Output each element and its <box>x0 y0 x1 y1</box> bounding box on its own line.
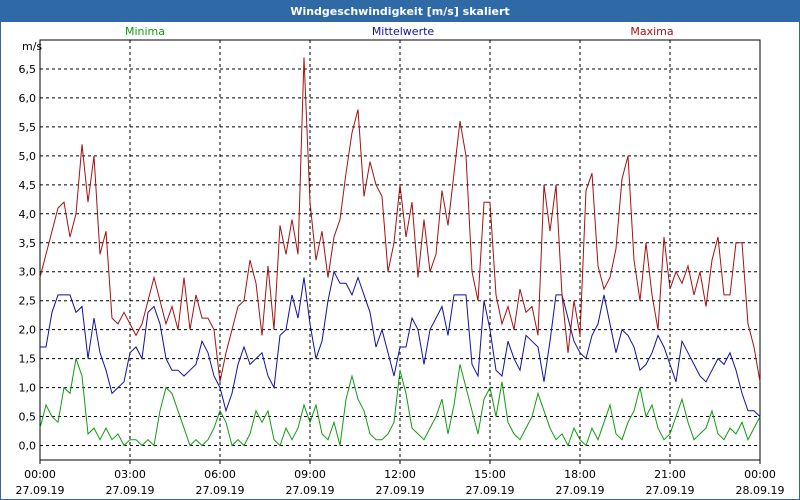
x-tick-date: 27.09.19 <box>376 484 425 497</box>
y-tick-label: 0,5 <box>19 411 37 424</box>
y-tick-label: 6,0 <box>19 92 37 105</box>
y-tick-label: 5,0 <box>19 150 37 163</box>
x-tick-time: 00:00 <box>744 468 776 481</box>
y-tick-label: 1,0 <box>19 382 37 395</box>
y-tick-label: 4,5 <box>19 179 37 192</box>
series-line-minima <box>39 358 761 447</box>
x-tick-time: 15:00 <box>474 468 506 481</box>
x-tick-time: 03:00 <box>114 468 146 481</box>
y-tick-label: 2,5 <box>19 295 37 308</box>
y-tick-label: 3,0 <box>19 266 37 279</box>
series-line-maxima <box>39 57 761 382</box>
x-tick-date: 27.09.19 <box>196 484 245 497</box>
x-tick-time: 06:00 <box>204 468 236 481</box>
y-tick-label: 4,0 <box>19 208 37 221</box>
x-tick-date: 27.09.19 <box>646 484 695 497</box>
x-tick-time: 00:00 <box>24 468 56 481</box>
legend-label-minima: Minima <box>125 25 165 38</box>
x-tick-date: 27.09.19 <box>286 484 335 497</box>
y-tick-label: 3,5 <box>19 237 37 250</box>
x-tick-time: 18:00 <box>564 468 596 481</box>
window-title: Windgeschwindigkeit [m/s] skaliert <box>1 1 799 22</box>
x-tick-date: 27.09.19 <box>16 484 65 497</box>
y-tick-label: 5,5 <box>19 121 37 134</box>
y-axis-label: m/s <box>22 40 42 53</box>
y-tick-label: 0,0 <box>19 440 37 453</box>
y-tick-label: 1,5 <box>19 353 37 366</box>
series-line-mittelwerte <box>40 270 761 417</box>
y-tick-label: 2,0 <box>19 324 37 337</box>
x-tick-time: 09:00 <box>294 468 326 481</box>
x-tick-date: 27.09.19 <box>556 484 605 497</box>
x-tick-date: 28.09.19 <box>736 484 785 497</box>
y-tick-label: 6,5 <box>19 63 37 76</box>
legend-label-maxima: Maxima <box>630 25 673 38</box>
x-tick-time: 12:00 <box>384 468 416 481</box>
x-tick-date: 27.09.19 <box>466 484 515 497</box>
x-tick-time: 21:00 <box>654 468 686 481</box>
x-tick-date: 27.09.19 <box>106 484 155 497</box>
legend-label-mittelwerte: Mittelwerte <box>372 25 435 38</box>
